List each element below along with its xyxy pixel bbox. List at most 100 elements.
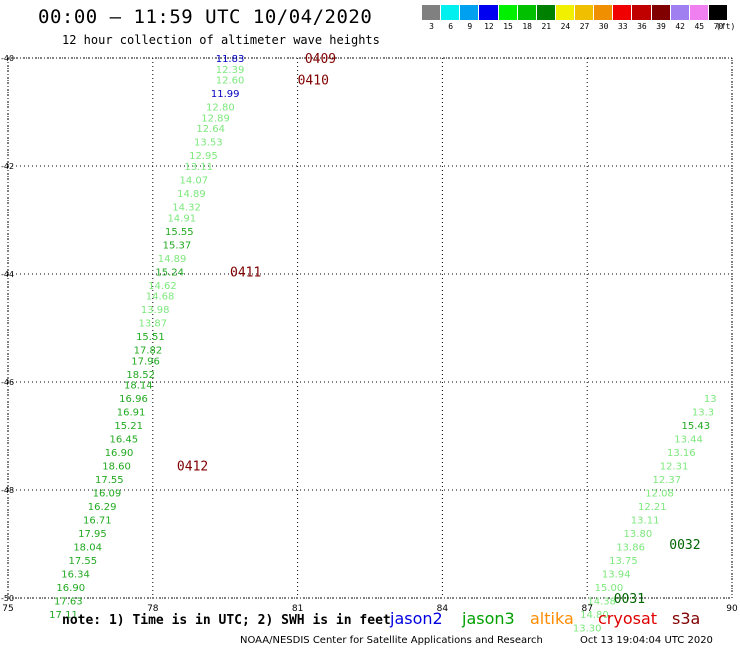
footer-timestamp: Oct 13 19:04:04 UTC 2020 <box>580 635 713 646</box>
legend-swatch <box>422 5 442 20</box>
wave-height-value: 11.99 <box>211 89 240 100</box>
legend-swatch <box>670 5 690 20</box>
legend-label: 33 <box>617 22 628 31</box>
wave-height-value: 14.68 <box>146 292 175 303</box>
wave-height-value: 15.24 <box>155 267 184 278</box>
wave-height-value: 13.11 <box>184 162 213 173</box>
wave-height-value: 13.86 <box>616 543 645 554</box>
pass-time-label: 0411 <box>230 265 261 280</box>
wave-height-value: 13.11 <box>631 516 660 527</box>
y-tick-label: -50 <box>1 594 14 603</box>
legend-label: 39 <box>656 22 666 31</box>
legend-swatch <box>689 5 709 20</box>
satellite-s3a: s3a <box>672 609 701 628</box>
wave-height-value: 17.96 <box>131 356 160 367</box>
wave-height-value: 16.90 <box>56 583 85 594</box>
y-tick-label: -44 <box>1 270 14 279</box>
wave-height-value: 17.11 <box>49 610 78 621</box>
wave-height-value: 14.62 <box>148 281 177 292</box>
y-tick-label: -42 <box>1 162 14 171</box>
pass-time-label: 0031 <box>614 592 645 607</box>
wave-height-value: 18.60 <box>102 462 131 473</box>
wave-height-value: 16.34 <box>61 570 90 581</box>
wave-height-value: 17.55 <box>95 475 124 486</box>
legend-label: 30 <box>598 22 609 31</box>
wave-height-value: 13.3 <box>692 408 714 419</box>
satellite-cryosat: cryosat <box>598 609 658 628</box>
wave-height-value: 13.44 <box>674 435 703 446</box>
satellite-jason3: jason3 <box>462 609 515 628</box>
pass-time-label: 0412 <box>177 460 208 475</box>
wave-height-value: 12.08 <box>645 489 674 500</box>
wave-height-value: 12.64 <box>196 124 225 135</box>
legend-swatch <box>479 5 499 20</box>
legend-swatch <box>536 5 556 20</box>
wave-height-value: 16.96 <box>119 394 148 405</box>
x-tick-label: 87 <box>581 604 592 614</box>
wave-height-value: 18.52 <box>126 370 155 381</box>
wave-height-value: 14.91 <box>167 213 196 224</box>
wave-height-value: 14.07 <box>180 176 209 187</box>
pass-time-label: 0409 <box>305 52 336 67</box>
wave-height-value: 17.82 <box>134 346 163 357</box>
y-tick-label: -48 <box>1 486 14 495</box>
wave-height-value: 12.89 <box>201 113 230 124</box>
y-tick-label: -40 <box>1 54 14 63</box>
x-tick-label: 75 <box>2 604 13 614</box>
wave-height-value: 12.21 <box>638 502 667 513</box>
x-tick-label: 84 <box>437 604 449 614</box>
wave-height-value: 14.89 <box>177 189 206 200</box>
footer-source: NOAA/NESDIS Center for Satellite Applica… <box>240 635 543 646</box>
wave-height-value: 15.00 <box>595 583 624 594</box>
chart-title: 00:00 – 11:59 UTC 10/04/2020 <box>38 6 373 28</box>
legend-label: 18 <box>522 22 532 31</box>
wave-height-value: 17.95 <box>78 529 107 540</box>
wave-height-value: 14.80 <box>580 610 609 621</box>
wave-height-value: 12.37 <box>653 475 682 486</box>
wave-height-value: 16.45 <box>110 435 139 446</box>
legend-swatch <box>575 5 595 20</box>
wave-height-value: 13.94 <box>602 570 631 581</box>
legend-label: 3 <box>429 22 434 31</box>
legend-swatch <box>708 5 728 20</box>
wave-height-value: 12.31 <box>660 462 689 473</box>
wave-height-value: 15.51 <box>136 332 165 343</box>
x-tick-label: 90 <box>726 604 738 614</box>
legend-swatch <box>594 5 614 20</box>
satellite-jason2: jason2 <box>390 609 443 628</box>
wave-height-value: 13.98 <box>141 305 170 316</box>
legend-label: 12 <box>484 22 494 31</box>
satellite-altika: altika <box>530 609 574 628</box>
y-tick-label: -46 <box>1 378 14 387</box>
wave-height-value: 14.38 <box>587 597 616 608</box>
wave-height-value: 16.71 <box>83 516 112 527</box>
legend-unit: (ft) <box>716 22 736 31</box>
legend-label: 6 <box>448 22 454 31</box>
legend-label: 21 <box>541 22 552 31</box>
legend-swatch <box>517 5 537 20</box>
wave-height-value: 15.55 <box>165 227 194 238</box>
wave-height-value: 12.60 <box>216 76 245 87</box>
wave-height-value: 16.09 <box>93 489 122 500</box>
legend-swatch <box>632 5 652 20</box>
wave-height-value: 16.90 <box>105 448 134 459</box>
legend-label: 27 <box>579 22 590 31</box>
wave-height-value: 18.14 <box>124 381 153 392</box>
legend-label: 70 <box>713 22 724 31</box>
wave-height-value: 17.55 <box>68 556 97 567</box>
wave-height-value: 11.83 <box>216 54 245 65</box>
wave-height-value: 12.39 <box>216 65 245 76</box>
x-tick-label: 78 <box>147 604 159 614</box>
pass-time-label: 0032 <box>669 538 700 553</box>
legend-label: 15 <box>503 22 513 31</box>
wave-height-value: 16.91 <box>117 408 146 419</box>
legend-swatches <box>422 5 728 20</box>
wave-height-value: 13.80 <box>624 529 653 540</box>
legend-label: 45 <box>694 22 705 31</box>
pass-time-label: 0410 <box>298 74 329 89</box>
wave-height-value: 18.04 <box>73 543 102 554</box>
legend-swatch <box>498 5 518 20</box>
legend-label: 36 <box>637 22 647 31</box>
wave-height-value: 12.80 <box>206 103 235 114</box>
wave-height-value: 13.53 <box>194 138 223 149</box>
